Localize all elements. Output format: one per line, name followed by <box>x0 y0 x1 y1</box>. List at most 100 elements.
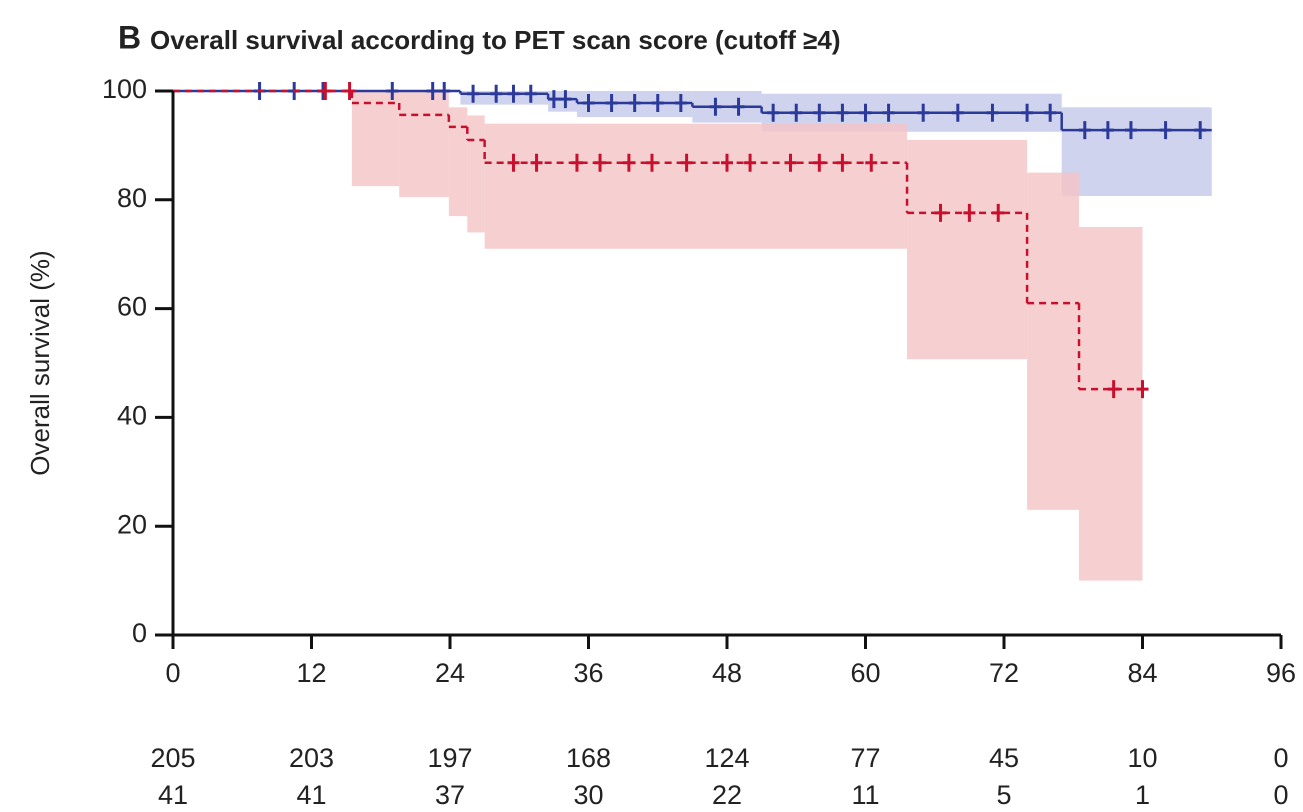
bands <box>351 91 1212 581</box>
censor-mark <box>1021 103 1034 122</box>
censor-mark <box>1194 121 1207 140</box>
y-tick-label: 80 <box>117 183 147 213</box>
censor-mark <box>986 103 999 122</box>
at-risk-count: 0 <box>1273 780 1288 810</box>
at-risk-count: 37 <box>435 780 465 810</box>
x-tick-label: 0 <box>165 658 180 688</box>
censor-mark <box>709 97 722 116</box>
censor-mark <box>559 90 572 109</box>
censor-mark <box>530 153 543 172</box>
censor-mark <box>1044 103 1057 122</box>
censor-mark <box>319 82 332 100</box>
ci-band <box>907 139 1028 360</box>
censor-mark <box>605 93 618 112</box>
ci-band <box>484 123 908 249</box>
x-tick-label: 36 <box>573 658 603 688</box>
at-risk-count: 11 <box>851 780 879 810</box>
at-risk-count: 124 <box>704 743 749 773</box>
censor-mark <box>859 103 872 122</box>
censor-mark <box>992 203 1005 222</box>
x-tick-label: 48 <box>712 658 742 688</box>
x-tick-label: 24 <box>435 658 465 688</box>
at-risk-count: 0 <box>1273 743 1288 773</box>
censor-mark <box>790 103 803 122</box>
censor-mark <box>1124 121 1137 140</box>
ci-band <box>351 91 400 187</box>
censor-mark <box>426 82 439 100</box>
censor-mark <box>934 203 947 222</box>
censor-mark <box>963 203 976 222</box>
censor-mark <box>674 93 687 112</box>
censor-mark <box>813 103 826 122</box>
censor-mark <box>767 103 780 122</box>
lines <box>173 82 1212 399</box>
at-risk-count: 30 <box>573 780 603 810</box>
x-tick-label: 12 <box>296 658 326 688</box>
censor-mark <box>438 82 451 100</box>
censor-mark <box>645 153 658 172</box>
censor-mark <box>917 103 930 122</box>
censor-mark <box>836 153 849 172</box>
censor-mark <box>467 84 480 103</box>
at-risk-count: 203 <box>289 743 334 773</box>
censor-mark <box>343 82 356 100</box>
censor-mark <box>507 153 520 172</box>
at-risk-count: 77 <box>850 743 880 773</box>
censor-mark <box>594 153 607 172</box>
censor-mark <box>951 103 964 122</box>
censor-mark <box>547 90 560 109</box>
panel-label: B <box>118 19 141 55</box>
y-tick-label: 20 <box>117 509 147 539</box>
censor-mark <box>1136 380 1149 399</box>
censor-mark <box>507 84 520 103</box>
censor-mark <box>680 153 693 172</box>
y-tick-label: 60 <box>117 292 147 322</box>
ci-band <box>467 115 485 233</box>
censor-mark <box>865 153 878 172</box>
censor-mark <box>386 82 399 100</box>
censor-mark <box>1101 121 1114 140</box>
ci-band <box>1027 172 1080 510</box>
censor-mark <box>1078 121 1091 140</box>
censor-mark <box>1159 121 1172 140</box>
censor-mark <box>1107 380 1120 399</box>
at-risk-count: 41 <box>158 780 188 810</box>
censor-mark <box>721 153 733 172</box>
at-risk-count: 22 <box>712 780 742 810</box>
at-risk-count: 45 <box>989 743 1019 773</box>
x-tick-label: 72 <box>989 658 1019 688</box>
x-tick-label: 60 <box>850 658 880 688</box>
censor-mark <box>490 84 503 103</box>
censor-mark <box>813 153 826 172</box>
at-risk-count: 197 <box>427 743 472 773</box>
y-tick-label: 100 <box>102 74 147 104</box>
censor-mark <box>784 153 797 172</box>
censor-mark <box>732 97 745 116</box>
censor-mark <box>836 103 849 122</box>
x-tick-label: 84 <box>1127 658 1157 688</box>
censor-mark <box>622 153 635 172</box>
at-risk-count: 10 <box>1127 743 1157 773</box>
at-risk-count: 5 <box>996 780 1011 810</box>
ci-band <box>448 107 468 217</box>
at-risk-count: 41 <box>296 780 326 810</box>
ci-band <box>399 91 449 198</box>
y-tick-label: 40 <box>117 401 147 431</box>
y-axis-label: Overall survival (%) <box>25 250 55 475</box>
censor-mark <box>882 103 895 122</box>
ci-band <box>1061 107 1212 196</box>
chart-title: Overall survival according to PET scan s… <box>150 25 841 55</box>
censor-mark <box>570 153 583 172</box>
ci-band <box>1079 227 1143 581</box>
x-tick-label: 96 <box>1266 658 1296 688</box>
at-risk-count: 205 <box>150 743 195 773</box>
censor-mark <box>628 93 641 112</box>
censor-mark <box>651 93 664 112</box>
at-risk-count: 168 <box>566 743 611 773</box>
y-tick-label: 0 <box>132 618 147 648</box>
censor-mark <box>582 93 595 112</box>
at-risk-count: 1 <box>1135 780 1150 810</box>
censor-mark <box>744 153 757 172</box>
